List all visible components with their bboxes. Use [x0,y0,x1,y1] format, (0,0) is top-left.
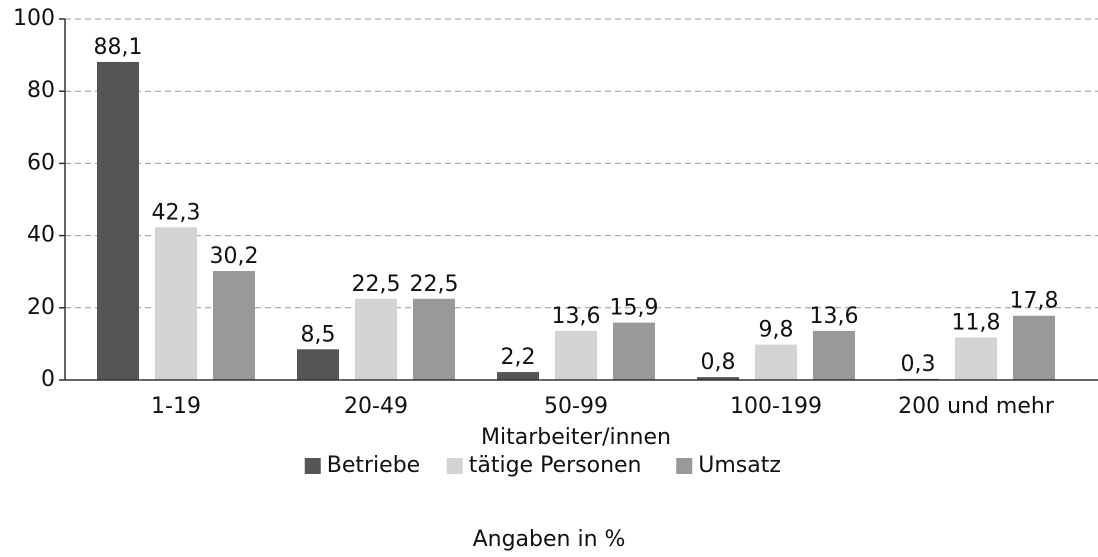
legend-label: Betriebe [327,453,420,478]
bar [355,298,397,380]
bar [297,349,339,380]
bar [555,330,597,380]
bar [813,330,855,380]
value-label: 8,5 [301,322,336,347]
bar [497,372,539,380]
y-tick-label: 0 [41,367,55,392]
value-label: 13,6 [810,304,859,329]
value-label: 13,6 [552,304,601,329]
bar [697,377,739,380]
value-label: 11,8 [952,310,1001,335]
legend-swatch [446,458,463,474]
bar [155,227,197,380]
value-label: 9,8 [759,318,794,343]
annotation: Angaben in % [473,527,626,552]
value-label: 15,9 [610,296,659,321]
bar [613,322,655,380]
value-label: 22,5 [352,272,401,297]
bar [213,270,255,380]
bar [755,344,797,380]
value-label: 30,2 [210,244,259,269]
x-tick-label: 1-19 [151,394,201,419]
y-tick-label: 80 [27,78,55,103]
value-label: 22,5 [410,272,459,297]
value-label: 0,8 [701,350,736,375]
y-tick-label: 20 [27,295,55,320]
value-label: 88,1 [94,35,143,60]
value-label: 17,8 [1010,289,1059,314]
bar [97,61,139,381]
bar [955,337,997,380]
x-tick-label: 20-49 [344,394,408,419]
y-tick-label: 60 [27,150,55,175]
value-label: 0,3 [901,352,936,377]
x-tick-label: 200 und mehr [898,394,1055,419]
bar [1013,315,1055,380]
x-tick-label: 100-199 [730,394,822,419]
x-tick-label: 50-99 [544,394,608,419]
bar [413,298,455,380]
value-label: 42,3 [152,200,201,225]
x-axis-label: Mitarbeiter/innen [481,425,671,450]
legend-label: Umsatz [698,453,781,478]
y-tick-label: 40 [27,223,55,248]
y-tick-label: 100 [13,6,55,31]
value-label: 2,2 [501,345,536,370]
legend-swatch [304,458,321,474]
legend-label: tätige Personen [469,453,642,478]
legend-swatch [676,458,693,474]
